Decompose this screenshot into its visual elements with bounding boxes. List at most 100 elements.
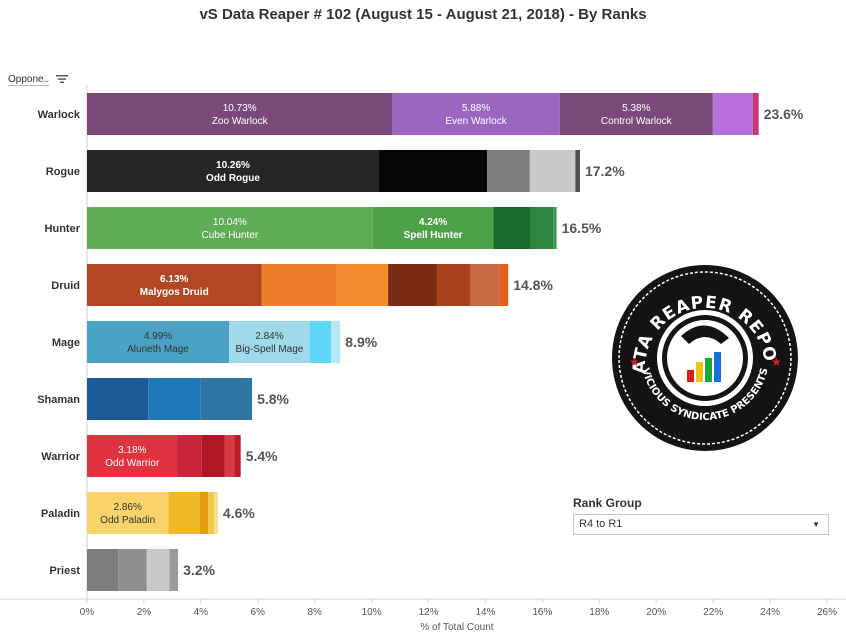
logo-star-left: ★: [629, 355, 640, 369]
x-tick-label: 12%: [419, 607, 439, 618]
segment-archetype-label: Spell Hunter: [404, 230, 463, 241]
total-label: 5.4%: [246, 448, 278, 464]
segment-value-label: 10.04%: [213, 217, 247, 228]
bar-segment: [752, 93, 759, 135]
bar-segment: [148, 378, 201, 420]
x-tick-label: 10%: [362, 607, 382, 618]
x-tick-label: 18%: [589, 607, 609, 618]
bar-segment: [169, 549, 179, 591]
bar-segment: [336, 264, 389, 306]
total-label: 17.2%: [585, 163, 625, 179]
bar-segment: [379, 150, 488, 192]
total-label: 14.8%: [513, 277, 553, 293]
category-label: Hunter: [45, 223, 81, 235]
bar-segment: [436, 264, 471, 306]
category-label: Shaman: [37, 394, 80, 406]
x-tick-label: 8%: [307, 607, 322, 618]
segment-archetype-label: Cube Hunter: [202, 230, 259, 241]
total-label: 23.6%: [764, 106, 804, 122]
rank-group-title: Rank Group: [573, 496, 642, 510]
x-axis-label: % of Total Count: [420, 622, 493, 633]
category-label: Warrior: [41, 451, 80, 463]
bar-segment: [118, 549, 147, 591]
total-label: 8.9%: [345, 334, 377, 350]
x-tick-label: 2%: [137, 607, 152, 618]
segment-archetype-label: Control Warlock: [601, 116, 673, 127]
segment-archetype-label: Odd Rogue: [206, 173, 260, 184]
category-label: Mage: [52, 337, 80, 349]
segment-value-label: 2.84%: [255, 331, 283, 342]
x-tick-label: 6%: [251, 607, 266, 618]
bar-segment: [309, 321, 332, 363]
total-label: 16.5%: [562, 220, 602, 236]
bar-segment: [559, 93, 713, 135]
x-tick-label: 4%: [194, 607, 209, 618]
x-tick-label: 16%: [532, 607, 552, 618]
bar-segment: [87, 492, 169, 534]
bar-segment: [493, 207, 531, 249]
segment-value-label: 3.18%: [118, 445, 146, 456]
bar-segment: [87, 321, 230, 363]
logo-star-right: ★: [771, 355, 782, 369]
segment-value-label: 4.24%: [419, 217, 447, 228]
segment-archetype-label: Aluneth Mage: [127, 344, 189, 355]
segment-archetype-label: Odd Paladin: [100, 515, 155, 526]
sort-header[interactable]: Oppone..: [8, 74, 68, 86]
bar-segment: [712, 93, 753, 135]
bar-segment: [87, 150, 380, 192]
bar-segment: [200, 378, 253, 420]
category-label: Warlock: [38, 109, 81, 121]
total-label: 4.6%: [223, 505, 255, 521]
segment-archetype-label: Odd Warrior: [105, 458, 160, 469]
logo-bar-red: [687, 370, 694, 382]
bar-segment: [208, 492, 214, 534]
category-label: Rogue: [46, 166, 80, 178]
category-label: Paladin: [41, 508, 80, 520]
logo-bar-blue: [714, 352, 721, 382]
bar-segment: [392, 93, 560, 135]
rank-group-selected: R4 to R1: [579, 518, 623, 530]
reaper-logo-icon: DATA REAPER REPORT VICIOUS SYNDICATE PRE…: [611, 264, 798, 451]
bar-segment: [388, 264, 437, 306]
bar-segment: [177, 435, 202, 477]
sort-header-label: Oppone..: [8, 74, 50, 86]
chart-title: vS Data Reaper # 102 (August 15 - August…: [199, 6, 647, 23]
bar-segment: [372, 207, 494, 249]
category-label: Druid: [51, 280, 80, 292]
sort-icon[interactable]: [56, 74, 68, 84]
bar-segment: [487, 150, 530, 192]
x-tick-label: 20%: [646, 607, 666, 618]
bar-segment: [529, 150, 576, 192]
logo-bar-yellow: [696, 362, 703, 382]
total-label: 5.8%: [257, 391, 289, 407]
rank-group-dropdown[interactable]: R4 to R1 ▼: [573, 514, 829, 535]
bar-segment: [575, 150, 580, 192]
bar-segment: [87, 93, 393, 135]
bar-segment: [224, 435, 235, 477]
bar-segment: [146, 549, 170, 591]
category-label: Priest: [49, 565, 80, 577]
segment-archetype-label: Big-Spell Mage: [236, 344, 304, 355]
x-tick-label: 26%: [817, 607, 837, 618]
bar-segment: [470, 264, 500, 306]
total-label: 3.2%: [183, 562, 215, 578]
logo-bar-green: [705, 358, 712, 382]
segment-value-label: 2.86%: [114, 502, 142, 513]
x-tick-label: 14%: [475, 607, 495, 618]
bar-segment: [201, 435, 225, 477]
segment-value-label: 5.88%: [462, 103, 490, 114]
bar-segment: [87, 207, 373, 249]
segment-archetype-label: Malygos Druid: [140, 287, 209, 298]
bar-segment: [331, 321, 341, 363]
bar-segment: [499, 264, 509, 306]
segment-value-label: 6.13%: [160, 274, 188, 285]
x-tick-label: 24%: [760, 607, 780, 618]
x-tick-label: 22%: [703, 607, 723, 618]
bar-segment: [213, 492, 218, 534]
segment-archetype-label: Zoo Warlock: [212, 116, 269, 127]
x-tick-label: 0%: [80, 607, 95, 618]
bar-segment: [87, 435, 178, 477]
bar-segment: [87, 549, 119, 591]
bar-segment: [199, 492, 209, 534]
